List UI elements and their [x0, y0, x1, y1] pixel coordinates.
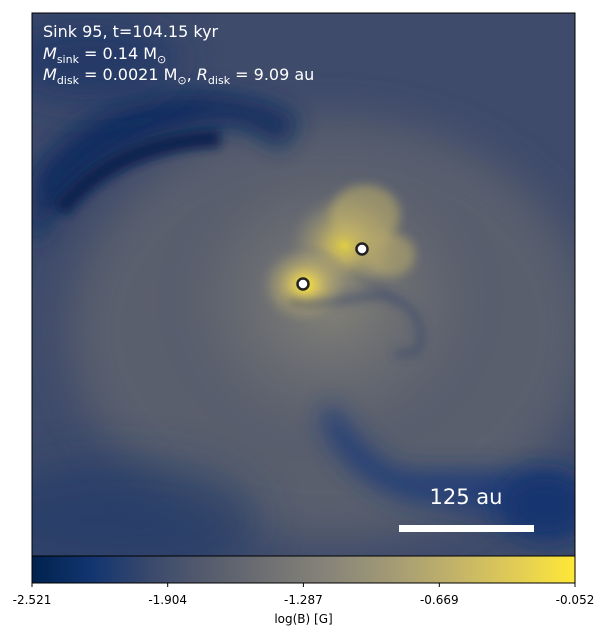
colorbar-tick-label: -2.521 — [13, 593, 52, 607]
scale-bar-label: 125 au — [430, 485, 503, 509]
colorbar-ticks: -2.521 -1.904 -1.287 -0.669 -0.052 — [13, 583, 595, 607]
sink-marker-left — [296, 277, 310, 291]
header-line-1: Sink 95, t=104.15 kyr — [43, 22, 219, 41]
header-line-3: Mdisk = 0.0021 M⊙, Rdisk = 9.09 au — [43, 65, 314, 87]
sink-marker-right — [355, 242, 369, 256]
scale-bar — [399, 525, 534, 532]
magnetic-field-map — [32, 13, 575, 556]
colorbar — [31, 555, 576, 584]
colorbar-tick-label: -1.287 — [284, 593, 323, 607]
colorbar-label: log(B) [G] — [274, 612, 332, 626]
colorbar-tick-label: -0.052 — [556, 593, 595, 607]
colorbar-tick-label: -0.669 — [420, 593, 459, 607]
header-line-2: Msink = 0.14 M⊙ — [43, 44, 166, 66]
colorbar-tick-label: -1.904 — [148, 593, 187, 607]
